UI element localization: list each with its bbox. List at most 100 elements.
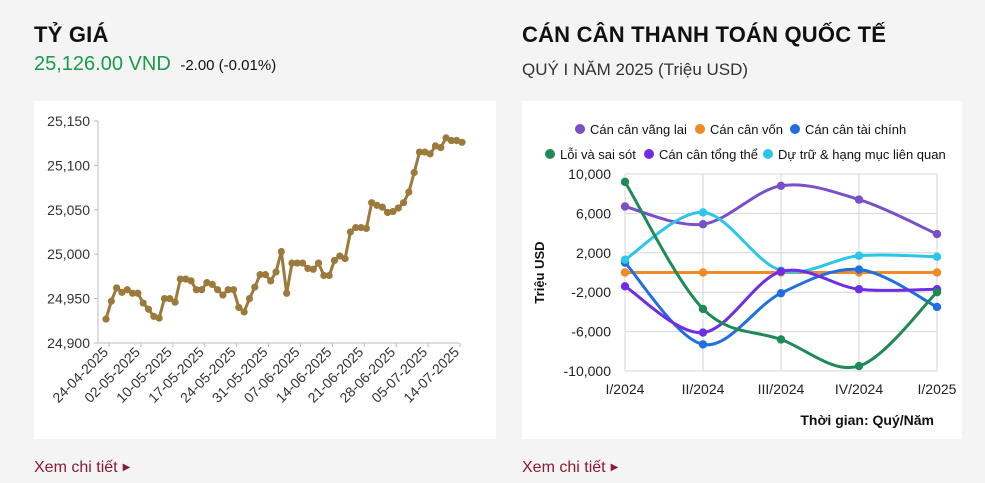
series-point: [776, 288, 786, 298]
balance-title: CÁN CÂN THANH TOÁN QUỐC TẾ: [522, 22, 887, 47]
series-point: [932, 229, 942, 239]
series-point: [620, 202, 630, 211]
exchange-rate-point: [118, 288, 126, 296]
y-tick-label: 25,050: [47, 202, 90, 218]
exchange-rate-point: [304, 264, 312, 273]
y-tick-label: 6,000: [576, 205, 611, 221]
exchange-rate-point: [235, 303, 243, 312]
exchange-rate-point: [415, 148, 424, 156]
series-point: [776, 181, 786, 191]
exchange-rate-point: [261, 271, 270, 279]
exchange-rate-point: [171, 298, 179, 306]
x-axis-title: Thời gian: Quý/Năm: [800, 412, 934, 428]
exchange-rate-point: [288, 259, 296, 267]
x-tick-label: II/2024: [682, 381, 725, 397]
exchange-rate-point: [325, 271, 333, 280]
exchange-rate-point: [166, 295, 174, 303]
series-point: [698, 268, 708, 277]
exchange-rate-point: [394, 204, 402, 212]
balance-chart: Cán cân vãng lai Cán cân vốn Cán cân tài c…: [522, 101, 962, 439]
exchange-rate-point: [442, 134, 450, 142]
y-tick-label: 25,150: [47, 113, 90, 129]
exchange-rate-details-link[interactable]: Xem chi tiết ▶: [34, 459, 130, 477]
exchange-rate-point: [405, 188, 413, 196]
exchange-rate-point: [346, 228, 355, 236]
exchange-rate-point: [336, 252, 344, 260]
exchange-rate-point: [251, 283, 259, 291]
exchange-rate-point: [123, 286, 131, 294]
exchange-rate-chart-svg: 24,90024,95025,00025,05025,10025,15024-0…: [47, 113, 466, 406]
exchange-rate-point: [134, 289, 142, 297]
y-tick-label: 10,000: [568, 166, 611, 182]
exchange-rate-point: [256, 271, 264, 279]
exchange-rate-point: [330, 256, 339, 265]
exchange-rate-point: [384, 208, 392, 217]
exchange-rate-point: [277, 247, 285, 256]
exchange-rate-point: [224, 286, 232, 294]
legend-marker: [575, 124, 585, 134]
exchange-rate-point: [187, 277, 195, 285]
balance-details-label[interactable]: Xem chi tiết: [522, 459, 606, 476]
exchange-rate-point: [272, 268, 280, 276]
series-point: [854, 265, 864, 274]
exchange-rate-point: [102, 315, 110, 323]
exchange-rate-details-label[interactable]: Xem chi tiết: [34, 459, 118, 476]
balance-details-link[interactable]: Xem chi tiết ▶: [522, 459, 618, 477]
y-tick-label: 25,100: [47, 157, 90, 173]
exchange-rate-point: [283, 289, 291, 297]
exchange-rate-point: [378, 203, 386, 211]
y-tick-label: 25,000: [47, 246, 90, 262]
series-point: [620, 177, 630, 187]
exchange-rate-point: [399, 199, 408, 207]
exchange-rate-point: [192, 286, 200, 294]
exchange-rate-point: [352, 223, 360, 232]
exchange-rate-point: [229, 286, 238, 294]
series-point: [854, 361, 864, 371]
x-tick-label: IV/2024: [835, 381, 883, 397]
exchange-rate-point: [458, 138, 466, 146]
exchange-rate-point: [155, 314, 163, 322]
exchange-rate-point: [160, 295, 169, 303]
series-point: [620, 255, 630, 264]
caret-right-icon: ▶: [122, 462, 131, 473]
exchange-rate-point: [447, 136, 455, 145]
exchange-rate-point: [341, 255, 349, 263]
exchange-rate-point: [362, 224, 370, 233]
exchange-rate-point: [139, 299, 147, 307]
series-point: [698, 304, 708, 314]
exchange-rate-title: TỶ GIÁ: [34, 22, 109, 47]
exchange-rate-point: [410, 168, 418, 177]
legend-marker: [695, 124, 705, 134]
x-tick-label: I/2025: [918, 381, 957, 397]
exchange-rate-point: [389, 207, 397, 216]
legend-label: Cán cân vốn: [710, 122, 783, 137]
exchange-rate-point: [198, 286, 206, 294]
series-point: [932, 302, 942, 312]
legend-marker: [790, 124, 800, 134]
exchange-rate-point: [176, 275, 184, 283]
x-tick-label: I/2024: [606, 381, 645, 397]
series-point: [698, 328, 708, 337]
legend-marker: [763, 149, 773, 159]
exchange-rate-point: [298, 259, 307, 267]
exchange-rate-point: [357, 223, 365, 232]
series-point: [698, 340, 708, 349]
exchange-rate-point: [245, 295, 254, 303]
exchange-rate-price: 25,126.00 VND: [34, 53, 171, 75]
series-point: [620, 268, 630, 277]
series-point: [932, 268, 942, 277]
series-point: [776, 335, 786, 344]
exchange-rate-point: [107, 297, 115, 305]
y-axis-title: Triệu USD: [532, 241, 547, 303]
balance-chart-svg: Cán cân vãng lai Cán cân vốn Cán cân tài c…: [532, 122, 957, 428]
legend-marker: [644, 149, 654, 159]
y-tick-label: -2,000: [571, 284, 611, 300]
balance-subtitle: QUÝ I NĂM 2025 (Triệu USD): [522, 60, 749, 79]
exchange-rate-point: [368, 199, 376, 207]
exchange-rate-point: [219, 291, 227, 299]
series-point: [698, 220, 708, 229]
exchange-rate-point: [309, 265, 317, 273]
y-tick-label: -10,000: [564, 363, 612, 379]
series-point: [698, 208, 708, 217]
exchange-rate-point: [240, 308, 248, 316]
